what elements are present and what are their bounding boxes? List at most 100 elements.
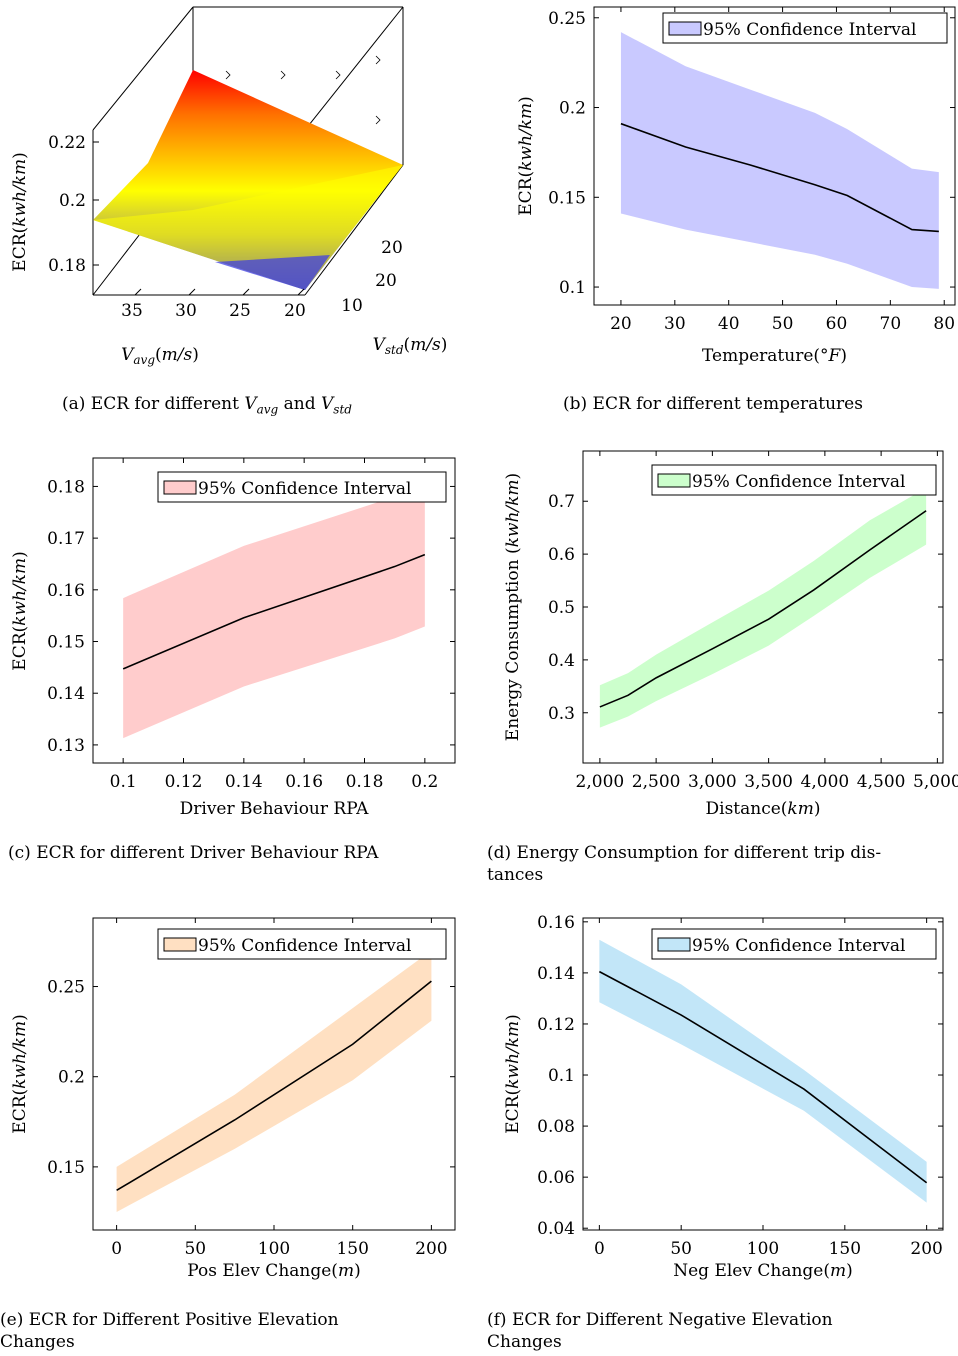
x-tick-label: 3,500 bbox=[744, 772, 793, 792]
pos-elev-chart: 0 50 100 150 200 0.15 0.2 0.25 Pos Elev Change(m… bbox=[10, 917, 456, 1281]
caption-f-line1: (f) ECR for Different Negative Elevation bbox=[487, 1310, 833, 1330]
surface-chart: 0.18 0.2 0.22 35 30 25 20 10 20 20 ECR(kwh/km) Vavg… bbox=[10, 6, 448, 367]
vavg-tick bbox=[134, 288, 142, 296]
x-tick-label: 0 bbox=[594, 1239, 605, 1259]
y-tick-label: 0.4 bbox=[548, 651, 575, 671]
plot-frame bbox=[593, 6, 956, 306]
x-tick-label: 100 bbox=[747, 1239, 779, 1259]
vavg-tick-label: 20 bbox=[284, 301, 306, 321]
x-tick-label: 100 bbox=[258, 1239, 290, 1259]
caption-f-line2: Changes bbox=[487, 1332, 562, 1352]
mean-line bbox=[599, 510, 927, 708]
x-tick-label: 0.2 bbox=[411, 772, 438, 792]
x-axis-label: Distance(km) bbox=[706, 799, 821, 819]
y-tick-label: 0.25 bbox=[47, 978, 85, 998]
legend-box bbox=[157, 471, 447, 503]
x-tick-label: 0.18 bbox=[346, 772, 384, 792]
y-tick-label: 0.2 bbox=[559, 99, 586, 119]
vavg-tick-label: 25 bbox=[229, 301, 251, 321]
caption-c: (c) ECR for different Driver Behaviour R… bbox=[8, 843, 379, 863]
x-tick-label: 40 bbox=[718, 314, 740, 334]
caption-e: (e) ECR for Different Positive Elevation… bbox=[0, 1309, 465, 1353]
x-tick-label: 0.1 bbox=[110, 772, 137, 792]
vstd-tick-label: 10 bbox=[341, 296, 363, 316]
y-tick-label: 0.5 bbox=[548, 598, 575, 618]
y-tick-label: 0.3 bbox=[548, 704, 575, 724]
caption-d-line2: tances bbox=[487, 865, 544, 885]
legend-box bbox=[651, 928, 937, 960]
y-tick-label: 0.2 bbox=[58, 1068, 85, 1088]
vstd-axis-label: Vstd(m/s) bbox=[373, 335, 448, 357]
caption-f: (f) ECR for Different Negative Elevation… bbox=[487, 1309, 957, 1353]
vstd-tick-label-back: 20 bbox=[381, 238, 403, 258]
legend-box bbox=[651, 464, 937, 496]
y-tick-label: 0.15 bbox=[548, 188, 586, 208]
legend-box bbox=[157, 928, 447, 960]
legend-swatch bbox=[163, 480, 197, 495]
legend-swatch bbox=[657, 473, 691, 488]
confidence-band bbox=[123, 481, 425, 739]
x-tick-label: 2,000 bbox=[576, 772, 625, 792]
vavg-tick-label: 30 bbox=[175, 301, 197, 321]
vavg-axis-label: Vavg(m/s) bbox=[121, 345, 199, 367]
grid-arrow bbox=[225, 70, 231, 80]
x-tick-label: 50 bbox=[670, 1239, 692, 1259]
x-tick-label: 0.12 bbox=[165, 772, 203, 792]
y-axis-label: ECR(kwh/km) bbox=[10, 1014, 30, 1133]
confidence-band bbox=[599, 939, 927, 1203]
y-tick-label: 0.13 bbox=[47, 736, 85, 756]
y-axis-label: ECR(kwh/km) bbox=[10, 551, 30, 670]
mean-line bbox=[122, 553, 426, 670]
x-tick-label: 50 bbox=[184, 1239, 206, 1259]
legend-swatch bbox=[163, 937, 197, 952]
legend-swatch bbox=[657, 937, 691, 952]
x-tick-label: 20 bbox=[610, 314, 632, 334]
vstd-tick-label: 20 bbox=[375, 271, 397, 291]
x-tick-label: 5,000 bbox=[913, 772, 958, 792]
temperature-chart: 20 30 40 50 60 70 80 0.1 0.15 0.2 0.25 Temperature(… bbox=[516, 6, 956, 366]
x-tick-label: 30 bbox=[664, 314, 686, 334]
vavg-tick bbox=[242, 288, 250, 296]
x-tick-label: 150 bbox=[336, 1239, 368, 1259]
z-axis-label: ECR(kwh/km) bbox=[10, 152, 30, 271]
y-tick-label: 0.16 bbox=[537, 913, 575, 933]
mean-line bbox=[116, 980, 432, 1192]
caption-e-line1: (e) ECR for Different Positive Elevation bbox=[0, 1310, 339, 1330]
legend-label: 95% Confidence Interval bbox=[692, 936, 905, 956]
x-tick-label: 0 bbox=[111, 1239, 122, 1259]
y-tick-label: 0.6 bbox=[548, 545, 575, 565]
y-axis-label: Energy Consumption (kwh/km) bbox=[503, 473, 523, 741]
y-tick-label: 0.17 bbox=[47, 529, 85, 549]
grid-arrow bbox=[335, 70, 341, 80]
y-tick-label: 0.15 bbox=[47, 1158, 85, 1178]
confidence-band bbox=[620, 32, 939, 289]
y-tick-label: 0.14 bbox=[537, 964, 575, 984]
surface-blue bbox=[215, 255, 330, 290]
x-axis-label: Neg Elev Change(m) bbox=[673, 1261, 853, 1281]
x-tick-label: 4,500 bbox=[857, 772, 906, 792]
y-tick-label: 0.15 bbox=[47, 633, 85, 653]
x-tick-label: 200 bbox=[910, 1239, 942, 1259]
y-tick-label: 0.14 bbox=[47, 684, 85, 704]
box-edge bbox=[92, 6, 194, 131]
y-tick-label: 0.06 bbox=[537, 1168, 575, 1188]
vavg-tick bbox=[297, 288, 305, 296]
grid-arrow bbox=[375, 55, 381, 65]
rpa-chart: 0.1 0.12 0.14 0.16 0.18 0.2 0.13 0.14 0.15 0.16 0.… bbox=[10, 457, 456, 819]
y-tick-label: 0.12 bbox=[537, 1015, 575, 1035]
caption-b: (b) ECR for different temperatures bbox=[563, 394, 863, 414]
x-tick-label: 50 bbox=[772, 314, 794, 334]
x-tick-label: 3,000 bbox=[688, 772, 737, 792]
y-tick-label: 0.16 bbox=[47, 581, 85, 601]
legend-swatch bbox=[668, 21, 702, 36]
vavg-tick bbox=[188, 288, 196, 296]
caption-d-line1: (d) Energy Consumption for different tri… bbox=[487, 843, 882, 863]
x-tick-label: 60 bbox=[826, 314, 848, 334]
x-tick-label: 70 bbox=[880, 314, 902, 334]
plot-frame bbox=[92, 457, 456, 764]
box-edge bbox=[304, 6, 404, 131]
x-tick-label: 2,500 bbox=[632, 772, 681, 792]
y-tick-label: 0.04 bbox=[537, 1219, 575, 1239]
confidence-band bbox=[116, 950, 432, 1212]
